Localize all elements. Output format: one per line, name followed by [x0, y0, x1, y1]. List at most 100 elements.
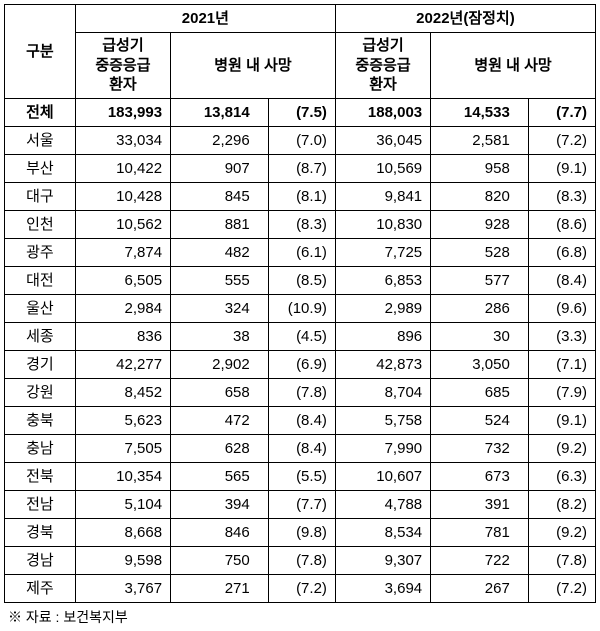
cell-deaths-2022: 2,581 [431, 126, 529, 154]
cell-deaths-2022: 3,050 [431, 350, 529, 378]
table-row: 경기42,2772,902(6.9)42,8733,050(7.1) [5, 350, 596, 378]
cell-rate-2022: (6.3) [528, 462, 595, 490]
cell-deaths-2022: 928 [431, 210, 529, 238]
cell-rate-2021: (4.5) [268, 322, 335, 350]
table-row: 인천10,562881(8.3)10,830928(8.6) [5, 210, 596, 238]
header-patients-2022: 급성기중증응급환자 [335, 33, 430, 99]
cell-rate-2021: (7.8) [268, 378, 335, 406]
cell-rate-2022: (7.2) [528, 126, 595, 154]
cell-rate-2022: (8.4) [528, 266, 595, 294]
cell-region: 전체 [5, 98, 76, 126]
cell-rate-2021: (7.5) [268, 98, 335, 126]
cell-patients-2021: 3,767 [75, 574, 170, 602]
cell-deaths-2022: 30 [431, 322, 529, 350]
cell-rate-2021: (7.0) [268, 126, 335, 154]
header-deaths-2022: 병원 내 사망 [431, 33, 596, 99]
table-body: 전체183,99313,814(7.5)188,00314,533(7.7)서울… [5, 98, 596, 602]
cell-patients-2022: 896 [335, 322, 430, 350]
cell-patients-2022: 2,989 [335, 294, 430, 322]
cell-region: 제주 [5, 574, 76, 602]
cell-patients-2022: 10,830 [335, 210, 430, 238]
cell-deaths-2022: 391 [431, 490, 529, 518]
cell-region: 서울 [5, 126, 76, 154]
cell-patients-2022: 36,045 [335, 126, 430, 154]
cell-patients-2021: 7,505 [75, 434, 170, 462]
cell-patients-2022: 6,853 [335, 266, 430, 294]
cell-deaths-2022: 577 [431, 266, 529, 294]
cell-deaths-2021: 2,902 [171, 350, 269, 378]
header-year-2021: 2021년 [75, 5, 335, 33]
table-row: 전북10,354565(5.5)10,607673(6.3) [5, 462, 596, 490]
cell-rate-2021: (10.9) [268, 294, 335, 322]
cell-rate-2021: (8.7) [268, 154, 335, 182]
cell-deaths-2022: 781 [431, 518, 529, 546]
cell-deaths-2021: 2,296 [171, 126, 269, 154]
cell-deaths-2021: 628 [171, 434, 269, 462]
cell-rate-2022: (9.1) [528, 154, 595, 182]
cell-deaths-2021: 13,814 [171, 98, 269, 126]
cell-rate-2022: (7.1) [528, 350, 595, 378]
cell-region: 강원 [5, 378, 76, 406]
cell-rate-2022: (3.3) [528, 322, 595, 350]
header-patients-2021: 급성기중증응급환자 [75, 33, 170, 99]
cell-region: 전북 [5, 462, 76, 490]
cell-patients-2022: 10,569 [335, 154, 430, 182]
table-row: 부산10,422907(8.7)10,569958(9.1) [5, 154, 596, 182]
header-region: 구분 [5, 5, 76, 99]
cell-patients-2022: 8,534 [335, 518, 430, 546]
cell-region: 경남 [5, 546, 76, 574]
cell-rate-2022: (7.2) [528, 574, 595, 602]
cell-rate-2021: (8.4) [268, 434, 335, 462]
cell-patients-2021: 7,874 [75, 238, 170, 266]
cell-region: 광주 [5, 238, 76, 266]
cell-patients-2021: 836 [75, 322, 170, 350]
cell-region: 부산 [5, 154, 76, 182]
cell-deaths-2021: 38 [171, 322, 269, 350]
table-row: 대전6,505555(8.5)6,853577(8.4) [5, 266, 596, 294]
cell-deaths-2021: 394 [171, 490, 269, 518]
cell-patients-2021: 10,422 [75, 154, 170, 182]
header-deaths-2021: 병원 내 사망 [171, 33, 336, 99]
cell-rate-2022: (8.3) [528, 182, 595, 210]
cell-patients-2021: 183,993 [75, 98, 170, 126]
cell-patients-2021: 8,452 [75, 378, 170, 406]
cell-rate-2022: (9.6) [528, 294, 595, 322]
cell-rate-2021: (9.8) [268, 518, 335, 546]
cell-region: 세종 [5, 322, 76, 350]
header-year-2022: 2022년(잠정치) [335, 5, 595, 33]
cell-patients-2021: 10,562 [75, 210, 170, 238]
cell-deaths-2022: 528 [431, 238, 529, 266]
cell-rate-2022: (8.6) [528, 210, 595, 238]
cell-rate-2021: (6.1) [268, 238, 335, 266]
cell-region: 충남 [5, 434, 76, 462]
table-row: 경남9,598750(7.8)9,307722(7.8) [5, 546, 596, 574]
table-row: 제주3,767271(7.2)3,694267(7.2) [5, 574, 596, 602]
cell-patients-2021: 9,598 [75, 546, 170, 574]
cell-region: 울산 [5, 294, 76, 322]
cell-rate-2022: (8.2) [528, 490, 595, 518]
cell-rate-2021: (7.7) [268, 490, 335, 518]
cell-patients-2021: 42,277 [75, 350, 170, 378]
table-row: 광주7,874482(6.1)7,725528(6.8) [5, 238, 596, 266]
cell-deaths-2021: 271 [171, 574, 269, 602]
table-row: 경북8,668846(9.8)8,534781(9.2) [5, 518, 596, 546]
cell-deaths-2021: 846 [171, 518, 269, 546]
cell-patients-2022: 3,694 [335, 574, 430, 602]
cell-patients-2021: 6,505 [75, 266, 170, 294]
cell-region: 충북 [5, 406, 76, 434]
table-row: 충북5,623472(8.4)5,758524(9.1) [5, 406, 596, 434]
cell-rate-2022: (7.9) [528, 378, 595, 406]
cell-patients-2021: 5,104 [75, 490, 170, 518]
table-row: 대구10,428845(8.1)9,841820(8.3) [5, 182, 596, 210]
cell-deaths-2021: 324 [171, 294, 269, 322]
cell-rate-2022: (9.2) [528, 434, 595, 462]
cell-patients-2022: 42,873 [335, 350, 430, 378]
cell-rate-2022: (6.8) [528, 238, 595, 266]
cell-patients-2021: 5,623 [75, 406, 170, 434]
cell-patients-2021: 10,354 [75, 462, 170, 490]
cell-deaths-2022: 267 [431, 574, 529, 602]
cell-deaths-2021: 482 [171, 238, 269, 266]
cell-rate-2022: (7.8) [528, 546, 595, 574]
cell-region: 대전 [5, 266, 76, 294]
cell-patients-2021: 33,034 [75, 126, 170, 154]
